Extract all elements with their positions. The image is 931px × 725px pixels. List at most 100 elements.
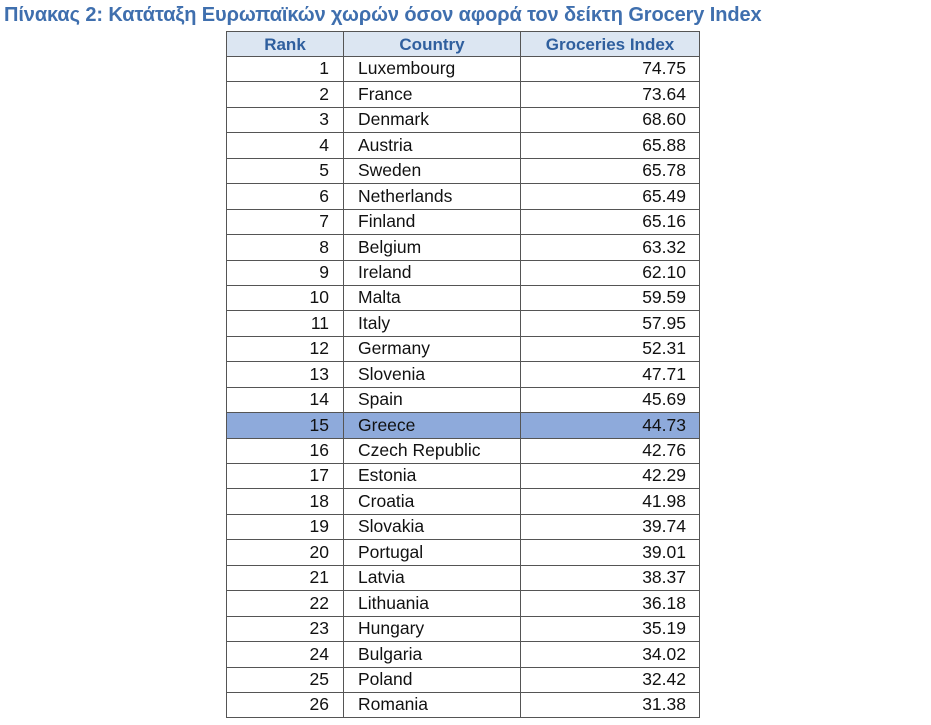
table-row: 23 Hungary 35.19 xyxy=(226,615,700,643)
index-cell: 65.49 xyxy=(520,183,700,210)
index-cell: 59.59 xyxy=(520,284,700,312)
rank-cell: 4 xyxy=(226,132,344,159)
country-cell: Estonia xyxy=(343,462,521,490)
index-cell: 47.71 xyxy=(520,361,700,388)
country-cell: Italy xyxy=(343,310,521,337)
country-cell: Lithuania xyxy=(343,590,521,617)
table-row: 16 Czech Republic 42.76 xyxy=(226,437,700,465)
table-row: 24 Bulgaria 34.02 xyxy=(226,641,700,668)
table-row: 8 Belgium 63.32 xyxy=(226,234,700,261)
table-row: 5 Sweden 65.78 xyxy=(226,157,700,185)
country-cell: Germany xyxy=(343,335,521,363)
header-row: Rank Country Groceries Index xyxy=(226,31,700,57)
index-cell: 32.42 xyxy=(520,666,700,693)
country-cell: Bulgaria xyxy=(343,641,521,668)
table-row: 1 Luxembourg 74.75 xyxy=(226,55,700,83)
table-row: 2 France 73.64 xyxy=(226,81,700,108)
table-row: 11 Italy 57.95 xyxy=(226,310,700,337)
index-cell: 74.75 xyxy=(520,55,700,83)
table-row: 7 Finland 65.16 xyxy=(226,208,700,236)
rank-cell: 9 xyxy=(226,259,344,286)
country-cell: Croatia xyxy=(343,488,521,515)
country-cell: France xyxy=(343,81,521,108)
country-cell: Czech Republic xyxy=(343,437,521,465)
country-cell: Sweden xyxy=(343,157,521,185)
rank-cell: 1 xyxy=(226,55,344,83)
index-cell: 39.01 xyxy=(520,539,700,566)
rank-cell: 14 xyxy=(226,386,344,414)
rank-cell: 3 xyxy=(226,106,344,134)
country-cell: Malta xyxy=(343,284,521,312)
table-row: 10 Malta 59.59 xyxy=(226,284,700,312)
index-cell: 42.29 xyxy=(520,462,700,490)
rank-cell: 26 xyxy=(226,691,344,719)
rank-cell: 16 xyxy=(226,437,344,465)
country-cell: Portugal xyxy=(343,539,521,566)
table-row: 13 Slovenia 47.71 xyxy=(226,361,700,388)
country-cell: Latvia xyxy=(343,564,521,592)
rank-cell: 6 xyxy=(226,183,344,210)
column-header: Rank xyxy=(226,31,344,57)
rank-cell: 15 xyxy=(226,412,344,439)
index-cell: 42.76 xyxy=(520,437,700,465)
rank-cell: 13 xyxy=(226,361,344,388)
table-row: 17 Estonia 42.29 xyxy=(226,462,700,490)
table-row: 12 Germany 52.31 xyxy=(226,335,700,363)
country-cell: Netherlands xyxy=(343,183,521,210)
country-cell: Finland xyxy=(343,208,521,236)
rank-cell: 10 xyxy=(226,284,344,312)
table-row: 18 Croatia 41.98 xyxy=(226,488,700,515)
index-cell: 65.16 xyxy=(520,208,700,236)
index-cell: 31.38 xyxy=(520,691,700,719)
index-cell: 57.95 xyxy=(520,310,700,337)
country-cell: Romania xyxy=(343,691,521,719)
index-cell: 62.10 xyxy=(520,259,700,286)
table-row: 21 Latvia 38.37 xyxy=(226,564,700,592)
index-cell: 36.18 xyxy=(520,590,700,617)
index-cell: 65.88 xyxy=(520,132,700,159)
country-cell: Slovakia xyxy=(343,513,521,541)
table-row: 26 Romania 31.38 xyxy=(226,691,700,719)
table-body: 1 Luxembourg 74.75 2 France 73.64 3 Denmark 68.6… xyxy=(226,55,700,719)
index-cell: 38.37 xyxy=(520,564,700,592)
rank-cell: 23 xyxy=(226,615,344,643)
index-cell: 44.73 xyxy=(520,412,700,439)
index-cell: 41.98 xyxy=(520,488,700,515)
column-header: Groceries Index xyxy=(520,31,700,57)
rank-cell: 7 xyxy=(226,208,344,236)
rank-cell: 19 xyxy=(226,513,344,541)
country-cell: Denmark xyxy=(343,106,521,134)
table-row: 25 Poland 32.42 xyxy=(226,666,700,693)
rank-cell: 22 xyxy=(226,590,344,617)
table-header: Rank Country Groceries Index xyxy=(226,31,700,57)
index-cell: 73.64 xyxy=(520,81,700,108)
table-row: 4 Austria 65.88 xyxy=(226,132,700,159)
index-cell: 45.69 xyxy=(520,386,700,414)
rank-cell: 2 xyxy=(226,81,344,108)
rank-cell: 25 xyxy=(226,666,344,693)
country-cell: Spain xyxy=(343,386,521,414)
country-cell: Hungary xyxy=(343,615,521,643)
country-cell: Slovenia xyxy=(343,361,521,388)
index-cell: 65.78 xyxy=(520,157,700,185)
index-cell: 39.74 xyxy=(520,513,700,541)
index-cell: 52.31 xyxy=(520,335,700,363)
rank-cell: 17 xyxy=(226,462,344,490)
rank-cell: 21 xyxy=(226,564,344,592)
rank-cell: 24 xyxy=(226,641,344,668)
table-row: 9 Ireland 62.10 xyxy=(226,259,700,286)
table-row: 6 Netherlands 65.49 xyxy=(226,183,700,210)
index-cell: 34.02 xyxy=(520,641,700,668)
country-cell: Luxembourg xyxy=(343,55,521,83)
table-row: 19 Slovakia 39.74 xyxy=(226,513,700,541)
index-cell: 35.19 xyxy=(520,615,700,643)
table-row: 14 Spain 45.69 xyxy=(226,386,700,414)
table-row: 22 Lithuania 36.18 xyxy=(226,590,700,617)
rank-cell: 20 xyxy=(226,539,344,566)
rank-cell: 8 xyxy=(226,234,344,261)
table-title: Πίνακας 2: Κατάταξη Ευρωπαϊκών χωρών όσο… xyxy=(4,4,762,26)
index-cell: 68.60 xyxy=(520,106,700,134)
ranking-table: Rank Country Groceries Index 1 Luxembourg 74… xyxy=(226,31,700,719)
table-row: 3 Denmark 68.60 xyxy=(226,106,700,134)
